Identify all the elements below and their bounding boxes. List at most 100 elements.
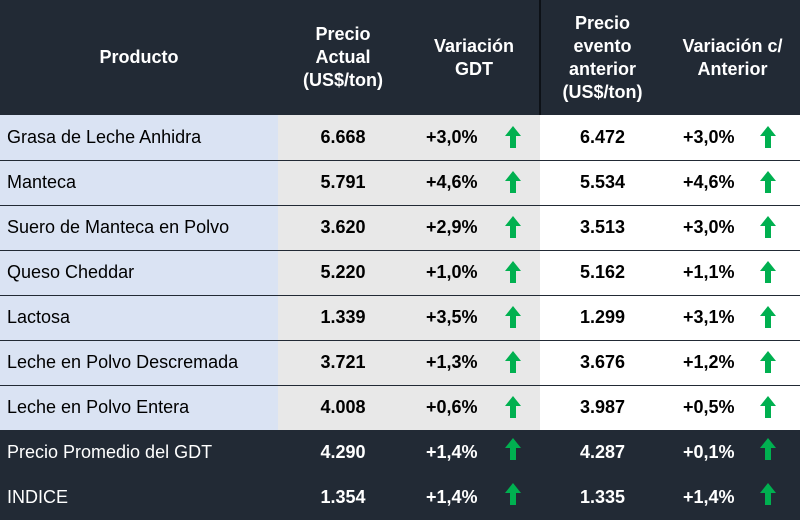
value-cell: 4.008 [278, 385, 408, 430]
up-arrow [760, 171, 776, 193]
header-text: (US$/ton) [303, 70, 383, 90]
value-cell: +1,1% [665, 250, 800, 295]
value-text: +1,4% [426, 487, 478, 507]
value-cell: 1.339 [278, 295, 408, 340]
value-cell: +4,6% [665, 160, 800, 205]
product-cell: Lactosa [0, 295, 278, 340]
value-cell: +4,6% [408, 160, 540, 205]
header-text: Precio [315, 24, 371, 44]
up-arrow [760, 396, 776, 418]
value-text: +3,0% [683, 127, 735, 147]
header-cell: Producto [0, 0, 278, 115]
header-text: Producto [99, 47, 179, 67]
value-cell: 3.676 [540, 340, 665, 385]
row-separator [0, 160, 800, 161]
value-cell: 3.987 [540, 385, 665, 430]
value-text: 3.513 [579, 217, 626, 237]
value-cell: +3,0% [665, 205, 800, 250]
value-cell: 3.721 [278, 340, 408, 385]
value-cell: 5.220 [278, 250, 408, 295]
value-cell: +0,1% [665, 430, 800, 475]
header-cell: Variación GDT [408, 0, 540, 115]
up-arrow [505, 396, 521, 418]
value-text: 5.220 [320, 262, 366, 282]
up-arrow [505, 351, 521, 373]
value-cell: 1.335 [540, 475, 665, 520]
value-text: 5.534 [579, 172, 626, 192]
product-cell: Leche en Polvo Entera [0, 385, 278, 430]
value-text: +1,4% [426, 442, 478, 462]
value-text: 3.620 [320, 217, 366, 237]
up-arrow [505, 306, 521, 328]
value-text: +1,3% [426, 352, 478, 372]
value-text: +0,6% [426, 397, 478, 417]
header-text: Precio [574, 12, 631, 33]
value-text: +3,5% [426, 307, 478, 327]
value-cell: +0,6% [408, 385, 540, 430]
up-arrow [760, 216, 776, 238]
value-cell: +2,9% [408, 205, 540, 250]
value-cell: 5.534 [540, 160, 665, 205]
up-arrow [505, 261, 521, 283]
value-cell: +3,1% [665, 295, 800, 340]
value-cell: +3,5% [408, 295, 540, 340]
row-separator [0, 205, 800, 206]
value-cell: 5.791 [278, 160, 408, 205]
header-text: Variación [433, 35, 515, 56]
product-cell: INDICE [0, 475, 278, 520]
value-text: 3.721 [320, 352, 366, 372]
row-separator [0, 475, 800, 476]
product-cell: Leche en Polvo Descremada [0, 340, 278, 385]
product-cell: Queso Cheddar [0, 250, 278, 295]
header-text: Actual [315, 47, 371, 67]
up-arrow [760, 483, 776, 505]
value-text: 5.162 [579, 262, 626, 282]
product-name: Manteca [7, 172, 77, 192]
value-text: +4,6% [683, 172, 735, 192]
value-text: 1.339 [320, 307, 366, 327]
up-arrow [760, 306, 776, 328]
product-cell: Precio Promedio del GDT [0, 430, 278, 475]
value-text: +1,1% [683, 262, 735, 282]
value-cell: 5.162 [540, 250, 665, 295]
product-cell: Suero de Manteca en Polvo [0, 205, 278, 250]
product-name: Leche en Polvo Entera [7, 397, 190, 417]
up-arrow [505, 171, 521, 193]
row-separator [0, 385, 800, 386]
header-cell: Precio Actual (US$/ton) [278, 0, 408, 115]
value-text: +0,1% [683, 442, 735, 462]
value-text: 4.287 [579, 442, 626, 462]
header-text: Anterior [697, 58, 768, 79]
value-cell: 4.287 [540, 430, 665, 475]
product-name: Grasa de Leche Anhidra [7, 127, 202, 147]
up-arrow [505, 216, 521, 238]
row-separator [0, 250, 800, 251]
value-cell: 4.290 [278, 430, 408, 475]
up-arrow [760, 351, 776, 373]
product-cell: Grasa de Leche Anhidra [0, 115, 278, 160]
value-text: +0,5% [683, 397, 735, 417]
header-text: (US$/ton) [562, 81, 643, 102]
value-cell: 1.354 [278, 475, 408, 520]
header-text: evento [573, 35, 632, 56]
value-cell: +3,0% [408, 115, 540, 160]
value-cell: 3.620 [278, 205, 408, 250]
product-name: Lactosa [7, 307, 71, 327]
product-name: INDICE [7, 487, 69, 507]
divider [539, 0, 541, 115]
up-arrow [505, 483, 521, 505]
row-separator [0, 295, 800, 296]
up-arrow [760, 126, 776, 148]
up-arrow [760, 438, 776, 460]
value-text: +3,0% [426, 127, 478, 147]
value-cell: +1,2% [665, 340, 800, 385]
value-text: +3,0% [683, 217, 735, 237]
value-cell: +1,4% [665, 475, 800, 520]
value-text: 5.791 [320, 172, 366, 192]
value-text: 6.472 [579, 127, 626, 147]
value-text: +1,2% [683, 352, 735, 372]
value-cell: 6.472 [540, 115, 665, 160]
product-cell: Manteca [0, 160, 278, 205]
header-text: Variación c/ [682, 35, 783, 56]
product-name: Suero de Manteca en Polvo [7, 217, 230, 237]
